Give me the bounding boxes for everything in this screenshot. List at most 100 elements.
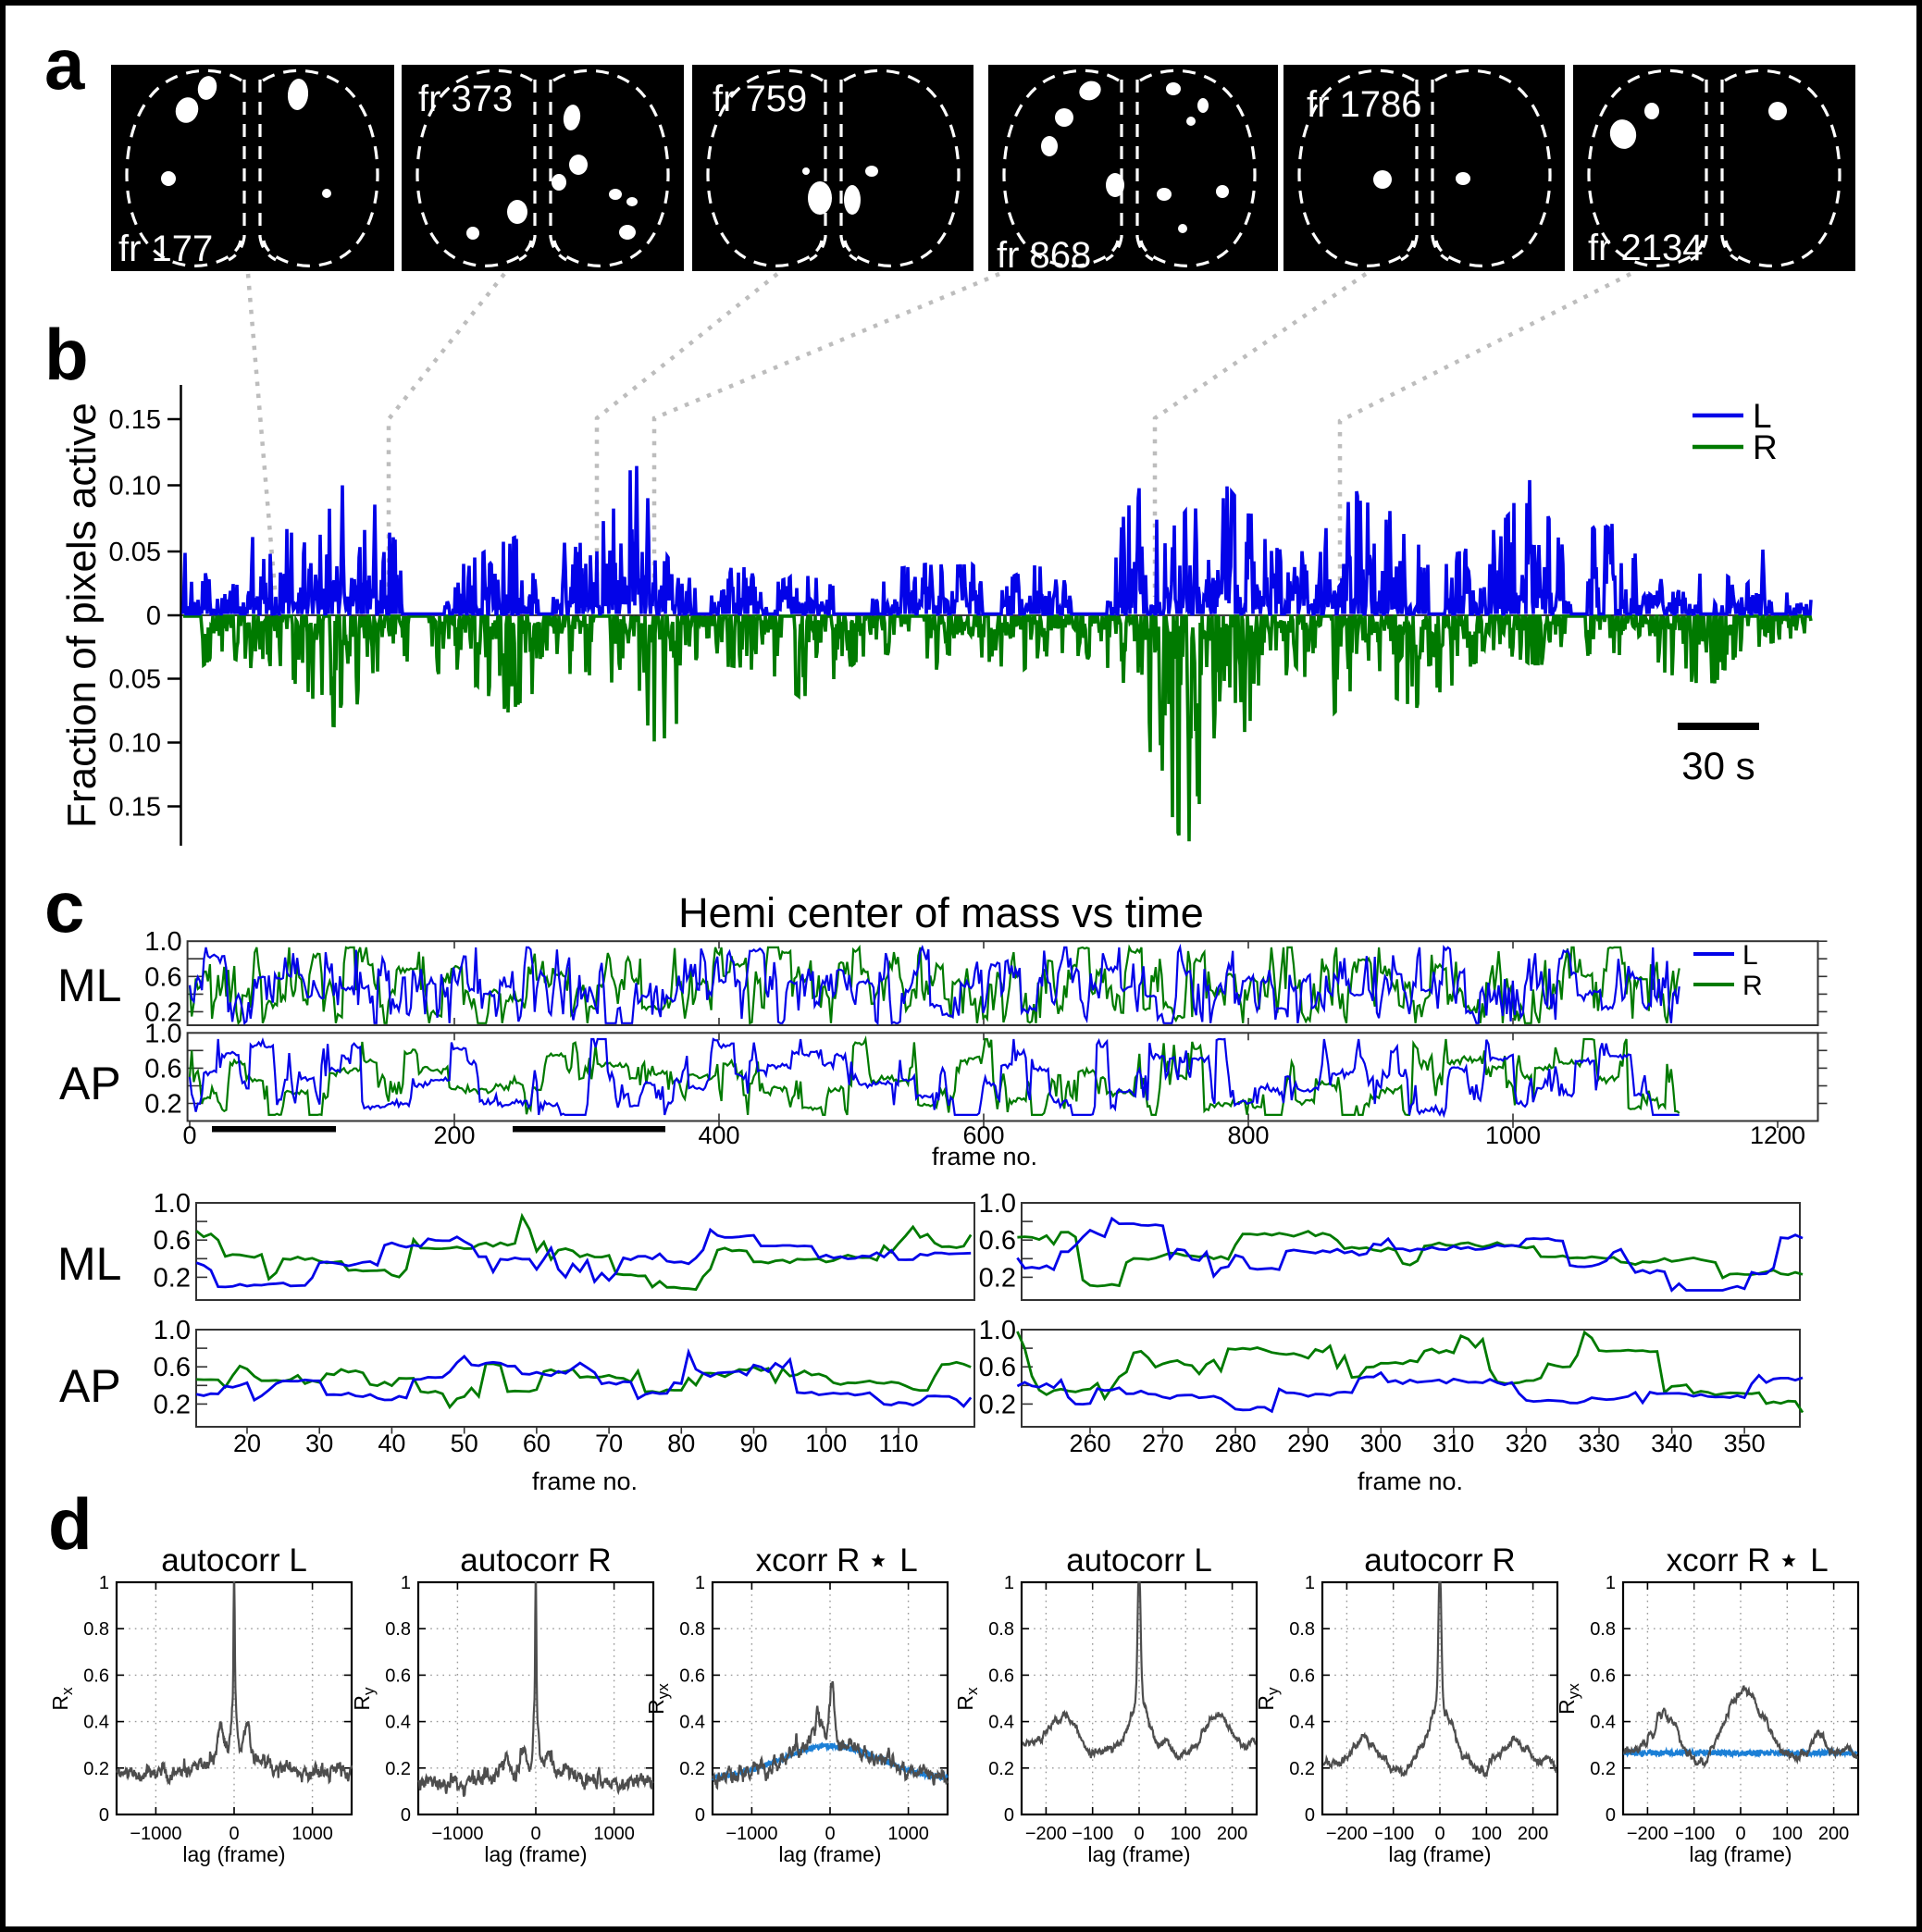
svg-text:0: 0 [1434,1824,1445,1844]
svg-text:320: 320 [1506,1430,1547,1457]
svg-text:0.4: 0.4 [385,1713,411,1733]
svg-text:0.6: 0.6 [154,1226,191,1256]
svg-text:autocorr L: autocorr L [161,1542,307,1579]
svg-text:0: 0 [229,1824,239,1844]
svg-text:a: a [44,23,85,105]
svg-text:lag (frame): lag (frame) [484,1842,587,1866]
svg-text:0: 0 [401,1805,411,1826]
svg-text:0.6: 0.6 [385,1666,411,1686]
svg-text:d: d [48,1483,93,1565]
svg-text:R: R [1742,971,1763,1001]
svg-text:fr 177: fr 177 [118,229,213,269]
svg-text:0.2: 0.2 [679,1759,705,1779]
svg-text:autocorr R: autocorr R [460,1542,611,1579]
svg-text:0.8: 0.8 [988,1619,1014,1640]
svg-text:0: 0 [1606,1805,1616,1826]
svg-text:80: 80 [667,1430,695,1457]
svg-text:30: 30 [305,1430,333,1457]
svg-text:1000: 1000 [887,1824,929,1844]
svg-text:frame no.: frame no. [532,1468,638,1495]
svg-text:0: 0 [99,1805,109,1826]
svg-text:0.8: 0.8 [1590,1619,1616,1640]
svg-text:0.6: 0.6 [979,1226,1016,1256]
svg-text:340: 340 [1651,1430,1693,1457]
svg-text:b: b [44,314,89,395]
svg-text:1000: 1000 [1485,1121,1541,1149]
svg-text:−200: −200 [1326,1824,1368,1844]
svg-text:1.0: 1.0 [979,1189,1016,1219]
svg-text:0.6: 0.6 [679,1666,705,1686]
svg-text:L: L [1753,397,1772,435]
svg-text:200: 200 [1217,1824,1247,1844]
svg-text:R: R [1753,428,1778,466]
svg-text:fr 1786: fr 1786 [1307,84,1422,125]
svg-text:0: 0 [695,1805,705,1826]
svg-text:lag (frame): lag (frame) [182,1842,285,1866]
svg-text:AP: AP [59,1058,121,1109]
svg-text:0.4: 0.4 [83,1713,109,1733]
svg-text:350: 350 [1724,1430,1766,1457]
svg-text:1.0: 1.0 [979,1316,1016,1345]
svg-text:0: 0 [182,1121,196,1149]
svg-text:1: 1 [401,1573,411,1593]
svg-text:0: 0 [146,601,161,631]
svg-text:fr 2134: fr 2134 [1588,228,1704,268]
svg-text:1: 1 [1004,1573,1014,1593]
svg-text:0.2: 0.2 [154,1390,191,1419]
svg-text:L: L [1742,940,1758,971]
svg-text:frame no.: frame no. [1358,1468,1463,1495]
svg-text:800: 800 [1227,1121,1269,1149]
svg-text:0: 0 [1004,1805,1014,1826]
svg-text:200: 200 [1818,1824,1849,1844]
svg-text:260: 260 [1069,1430,1110,1457]
svg-text:1200: 1200 [1750,1121,1805,1149]
svg-text:0.15: 0.15 [109,405,161,435]
svg-text:ML: ML [57,1238,121,1290]
svg-text:0.8: 0.8 [385,1619,411,1640]
svg-text:30 s: 30 s [1681,744,1755,787]
svg-text:0.2: 0.2 [988,1759,1014,1779]
svg-text:lag (frame): lag (frame) [1087,1842,1190,1866]
svg-text:0: 0 [530,1824,540,1844]
svg-text:L: L [899,1542,917,1579]
svg-text:lag (frame): lag (frame) [1388,1842,1491,1866]
svg-text:310: 310 [1432,1430,1474,1457]
svg-text:−100: −100 [1372,1824,1414,1844]
svg-text:0.10: 0.10 [109,472,161,502]
svg-text:fr 373: fr 373 [418,79,513,119]
svg-text:0.2: 0.2 [144,1090,181,1120]
svg-text:frame no.: frame no. [932,1143,1037,1170]
svg-text:100: 100 [1171,1824,1201,1844]
svg-text:0.2: 0.2 [154,1263,191,1293]
svg-text:0: 0 [1735,1824,1745,1844]
svg-text:0.8: 0.8 [1289,1619,1315,1640]
svg-text:−200: −200 [1627,1824,1668,1844]
svg-text:0.10: 0.10 [109,729,161,759]
svg-text:400: 400 [698,1121,739,1149]
svg-text:0.6: 0.6 [83,1666,109,1686]
svg-text:290: 290 [1287,1430,1329,1457]
svg-text:300: 300 [1360,1430,1402,1457]
svg-text:110: 110 [878,1430,918,1457]
svg-text:270: 270 [1142,1430,1184,1457]
svg-text:lag (frame): lag (frame) [1689,1842,1792,1866]
svg-text:0.6: 0.6 [1590,1666,1616,1686]
svg-text:lag (frame): lag (frame) [778,1842,881,1866]
svg-text:0.6: 0.6 [1289,1666,1315,1686]
svg-text:1000: 1000 [291,1824,333,1844]
svg-text:70: 70 [595,1430,623,1457]
svg-text:0.2: 0.2 [83,1759,109,1779]
svg-text:0.4: 0.4 [1590,1713,1616,1733]
svg-text:0.05: 0.05 [109,538,161,567]
svg-text:600: 600 [962,1121,1004,1149]
svg-text:0.6: 0.6 [144,962,181,992]
svg-text:60: 60 [523,1430,551,1457]
svg-text:Hemi center of mass vs time: Hemi center of mass vs time [678,889,1204,936]
svg-text:0.8: 0.8 [679,1619,705,1640]
svg-text:0.2: 0.2 [385,1759,411,1779]
svg-text:0.15: 0.15 [109,793,161,823]
svg-text:0.6: 0.6 [979,1353,1016,1382]
svg-text:100: 100 [1471,1824,1502,1844]
svg-text:0.2: 0.2 [144,997,181,1027]
svg-text:0.6: 0.6 [144,1054,181,1084]
